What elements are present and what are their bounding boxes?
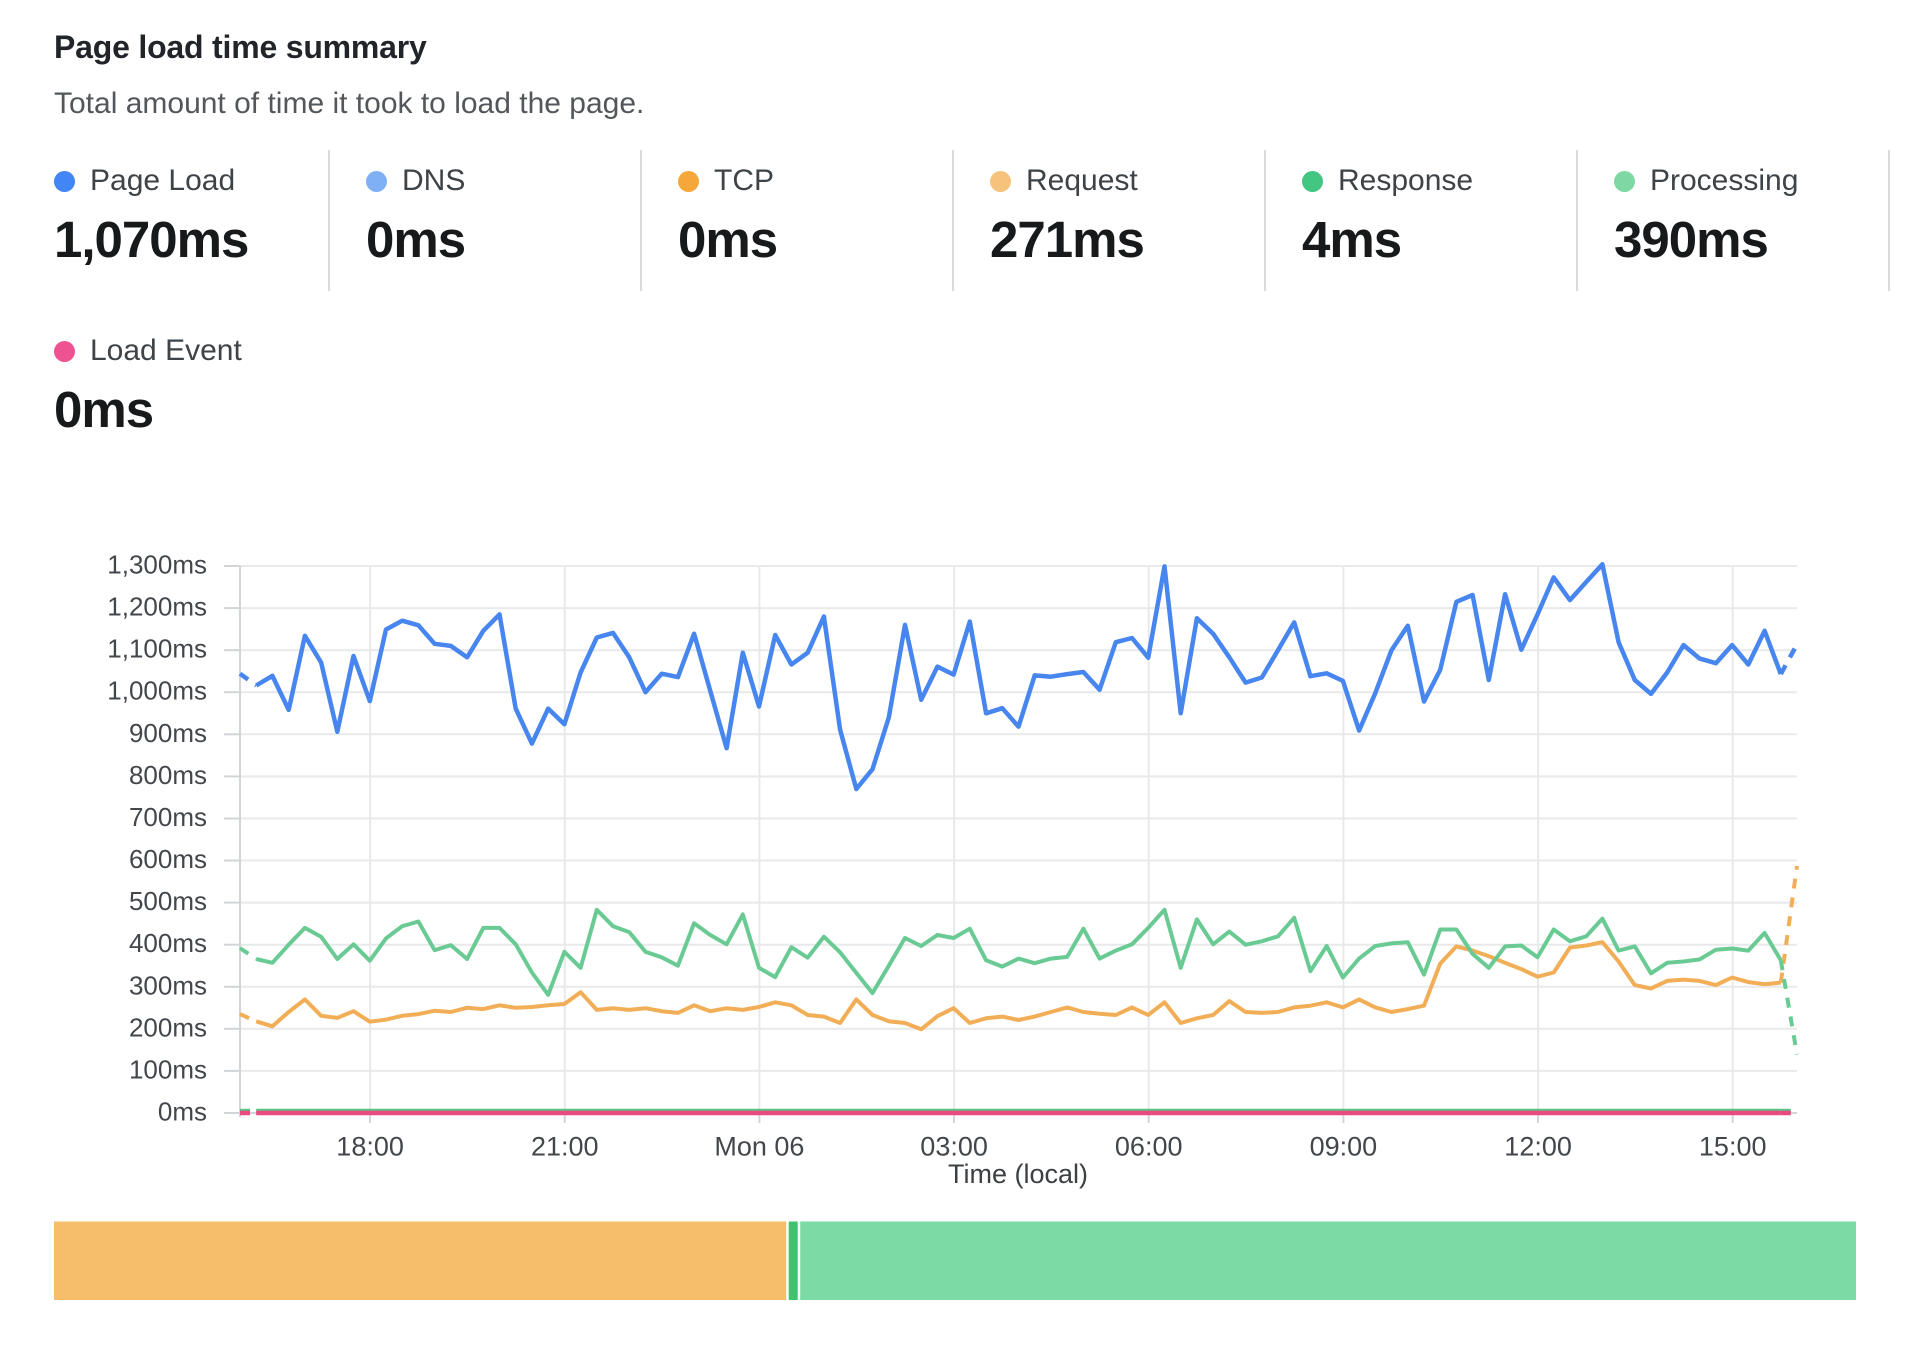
svg-text:18:00: 18:00 (336, 1132, 404, 1162)
svg-text:900ms: 900ms (129, 718, 207, 748)
svg-text:0ms: 0ms (158, 1097, 207, 1127)
svg-text:700ms: 700ms (129, 802, 207, 832)
svg-text:200ms: 200ms (129, 1012, 207, 1042)
svg-text:300ms: 300ms (129, 970, 207, 1000)
svg-text:Mon 06: Mon 06 (714, 1132, 804, 1162)
svg-text:100ms: 100ms (129, 1054, 207, 1084)
svg-text:12:00: 12:00 (1504, 1132, 1572, 1162)
svg-text:06:00: 06:00 (1115, 1132, 1183, 1162)
svg-text:1,100ms: 1,100ms (107, 634, 207, 664)
svg-text:21:00: 21:00 (531, 1132, 599, 1162)
svg-text:1,000ms: 1,000ms (107, 676, 207, 706)
svg-text:15:00: 15:00 (1699, 1132, 1767, 1162)
svg-text:500ms: 500ms (129, 886, 207, 916)
svg-text:800ms: 800ms (129, 760, 207, 790)
svg-text:09:00: 09:00 (1310, 1132, 1378, 1162)
svg-text:1,300ms: 1,300ms (107, 550, 207, 580)
svg-text:1,200ms: 1,200ms (107, 592, 207, 622)
svg-text:400ms: 400ms (129, 928, 207, 958)
svg-text:Time (local): Time (local) (948, 1159, 1088, 1189)
svg-text:600ms: 600ms (129, 844, 207, 874)
svg-text:03:00: 03:00 (920, 1132, 988, 1162)
